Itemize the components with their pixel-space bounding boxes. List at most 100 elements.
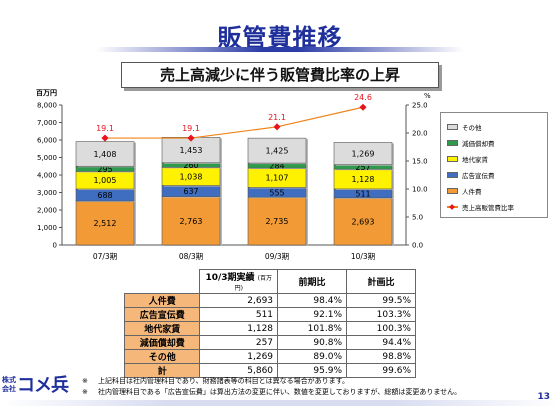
table-row-total: 計 5,860 95.9% 99.6% bbox=[123, 363, 416, 378]
bar-value-label: 295 bbox=[97, 165, 112, 174]
row-label: 広告宣伝費 bbox=[123, 307, 201, 322]
row-label: 地代家賃 bbox=[123, 321, 201, 336]
expense-table: 10/3期実績 (百万円) 前期比 計画比 人件費 2,693 98.4% 99… bbox=[123, 269, 416, 378]
bar-value-label: 688 bbox=[97, 191, 112, 200]
table-row: 地代家賃 1,128 101.8% 100.3% bbox=[123, 321, 416, 336]
legend-item: 減価償却費 bbox=[447, 137, 495, 149]
row-yoy: 90.8% bbox=[277, 335, 347, 350]
bar-segment bbox=[333, 197, 393, 246]
footnote: ※ 上記科目は社内管理科目であり、財務諸表等の科目とは異なる場合があります。 bbox=[82, 376, 522, 387]
legend-label: 広告宣伝費 bbox=[462, 172, 495, 180]
y-tick-label: 8,000 bbox=[37, 102, 57, 110]
y2-tick-label: 15.0 bbox=[412, 158, 428, 166]
bar-value-label: 1,425 bbox=[266, 147, 289, 156]
legend-item: 人件費 bbox=[447, 185, 482, 197]
table-header-actual: 10/3期実績 (百万円) bbox=[199, 269, 279, 294]
row-plan: 99.5% bbox=[346, 293, 416, 308]
bar-value-label: 1,453 bbox=[180, 146, 203, 155]
stacked-bar-chart: 百万円 % 8,000 7,000 6,000 5,000 4,000 3,000 2,000 1… bbox=[36, 89, 431, 261]
table-header-unit: (百万円) bbox=[234, 275, 273, 292]
row-yoy: 101.8% bbox=[277, 321, 347, 336]
y2-unit-label: % bbox=[424, 92, 431, 100]
ratio-point bbox=[273, 123, 281, 131]
row-yoy: 98.4% bbox=[277, 293, 347, 308]
y-tick-label: 6,000 bbox=[37, 137, 57, 145]
title-underline bbox=[96, 47, 464, 52]
logo-small-text: 株式会社 bbox=[2, 376, 16, 393]
legend-item: 地代家賃 bbox=[447, 153, 488, 165]
row-value: 1,128 bbox=[199, 321, 279, 336]
bar-value-label: 257 bbox=[355, 163, 370, 172]
subtitle: 売上高減少に伴う販管費比率の上昇 bbox=[159, 66, 400, 84]
table-header-yoy: 前期比 bbox=[277, 269, 347, 294]
legend-swatch bbox=[447, 140, 458, 146]
row-value: 1,269 bbox=[199, 349, 279, 364]
ratio-point bbox=[101, 134, 109, 142]
row-value: 257 bbox=[199, 335, 279, 350]
legend-item: 売上高販管費比率 bbox=[447, 201, 514, 213]
x-tick-label: 09/3期 bbox=[265, 252, 289, 261]
x-tick-label: 07/3期 bbox=[93, 252, 117, 261]
table-header-plan: 計画比 bbox=[346, 269, 416, 294]
legend-swatch bbox=[447, 156, 458, 162]
ratio-point bbox=[359, 103, 367, 111]
y-tick-label: 2,000 bbox=[37, 207, 57, 215]
table-row: 減価償却費 257 90.8% 94.4% bbox=[123, 335, 416, 350]
chart-legend: その他減価償却費地代家賃広告宣伝費人件費売上高販管費比率 bbox=[440, 112, 548, 218]
bar-segment bbox=[161, 196, 221, 246]
legend-item: その他 bbox=[447, 121, 482, 133]
y2-tick-label: 20.0 bbox=[412, 130, 428, 138]
row-label: 計 bbox=[123, 363, 201, 378]
y-tick-label: 1,000 bbox=[37, 224, 57, 232]
bar-segment bbox=[247, 196, 307, 246]
footnote-text: 上記科目は社内管理科目であり、財務諸表等の科目とは異なる場合があります。 bbox=[98, 377, 349, 385]
row-label: 減価償却費 bbox=[123, 335, 201, 350]
legend-label: 人件費 bbox=[462, 188, 482, 196]
row-label: 人件費 bbox=[123, 293, 201, 308]
legend-item: 広告宣伝費 bbox=[447, 169, 495, 181]
legend-label: 減価償却費 bbox=[462, 140, 495, 148]
bar-segment bbox=[161, 137, 221, 164]
y2-tick-label: 0.0 bbox=[412, 242, 423, 250]
bar-value-label: 637 bbox=[183, 187, 198, 196]
title-area: 販管費推移 bbox=[0, 0, 560, 60]
row-plan: 94.4% bbox=[346, 335, 416, 350]
row-yoy: 89.0% bbox=[277, 349, 347, 364]
footnote-mark: ※ bbox=[82, 388, 88, 396]
legend-label: その他 bbox=[462, 124, 482, 132]
y-tick-label: 0 bbox=[53, 242, 57, 250]
bar-value-label: 555 bbox=[269, 188, 284, 197]
row-label: その他 bbox=[123, 349, 201, 364]
row-plan: 98.8% bbox=[346, 349, 416, 364]
x-tick-label: 10/3期 bbox=[351, 252, 375, 261]
y2-tick-label: 25.0 bbox=[412, 102, 428, 110]
bar-value-label: 284 bbox=[269, 162, 284, 171]
bar-segment bbox=[333, 142, 393, 165]
bar-value-label: 1,005 bbox=[94, 176, 117, 185]
row-value: 2,693 bbox=[199, 293, 279, 308]
table-header-row: 10/3期実績 (百万円) 前期比 計画比 bbox=[124, 269, 416, 294]
bar-value-label: 511 bbox=[355, 189, 370, 198]
y2-tick-label: 5.0 bbox=[412, 214, 423, 222]
row-yoy: 92.1% bbox=[277, 307, 347, 322]
ratio-label: 24.6 bbox=[354, 93, 372, 102]
bar-segment bbox=[247, 137, 307, 164]
table-row: 広告宣伝費 511 92.1% 103.3% bbox=[123, 307, 416, 322]
bar-value-label: 2,763 bbox=[180, 217, 203, 226]
footer-bar bbox=[0, 400, 560, 406]
bar-value-label: 2,693 bbox=[352, 217, 375, 226]
row-plan: 99.6% bbox=[346, 363, 416, 378]
subtitle-box: 売上高減少に伴う販管費比率の上昇 bbox=[121, 62, 439, 88]
row-plan: 100.3% bbox=[346, 321, 416, 336]
bar-value-label: 1,269 bbox=[352, 150, 375, 159]
row-value: 511 bbox=[199, 307, 279, 322]
logo-big-text: コメ兵 bbox=[17, 375, 69, 396]
legend-swatch bbox=[447, 124, 458, 130]
footnotes: ※ 上記科目は社内管理科目であり、財務諸表等の科目とは異なる場合があります。 ※ 社… bbox=[82, 376, 522, 398]
legend-label: 売上高販管費比率 bbox=[462, 204, 514, 212]
bar-value-label: 1,038 bbox=[180, 172, 203, 181]
footnote-mark: ※ bbox=[82, 377, 88, 385]
bar-value-label: 1,408 bbox=[94, 150, 117, 159]
y-tick-label: 7,000 bbox=[37, 119, 57, 127]
y-unit-label: 百万円 bbox=[36, 89, 57, 97]
